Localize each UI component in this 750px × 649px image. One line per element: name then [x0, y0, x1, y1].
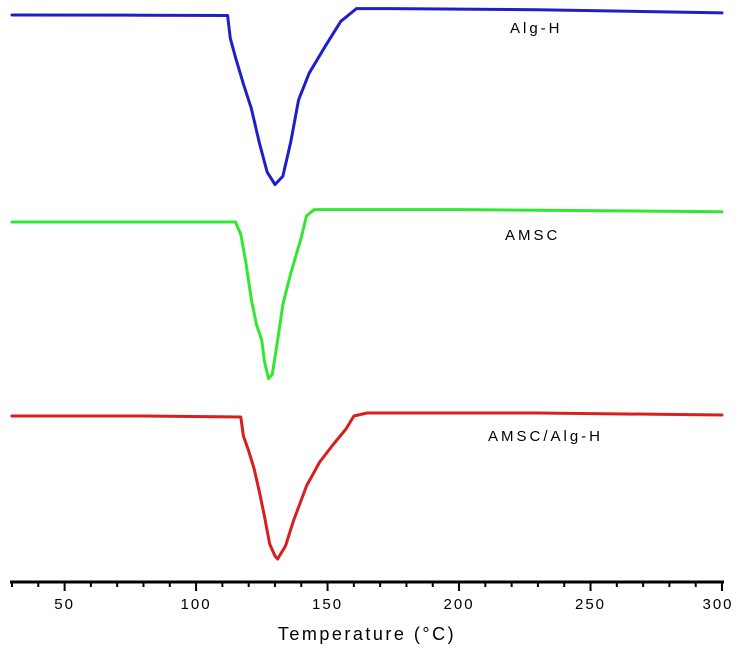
series-label-amsc: AMSC [505, 227, 560, 244]
x-tick-label: 200 [444, 596, 475, 613]
series-layer [10, 7, 724, 561]
series-line-amsc [10, 208, 724, 381]
x-tick-label: 150 [312, 596, 343, 613]
x-tick-label: 250 [575, 596, 606, 613]
series-label-alg-h: Alg-H [510, 20, 563, 37]
series-label-amsc-alg-h: AMSC/Alg-H [488, 428, 603, 445]
x-tick-label: 300 [702, 596, 733, 613]
series-line-alg-h [10, 7, 724, 187]
x-tick-label: 50 [54, 596, 75, 613]
x-axis: 50 100 150 200 250 300 [10, 580, 733, 613]
series-line-amsc-alg-h [10, 411, 724, 561]
x-axis-title: Temperature (°C) [278, 624, 456, 644]
series-label-layer: Alg-H AMSC AMSC/Alg-H [488, 20, 603, 445]
x-tick-label: 100 [181, 596, 212, 613]
